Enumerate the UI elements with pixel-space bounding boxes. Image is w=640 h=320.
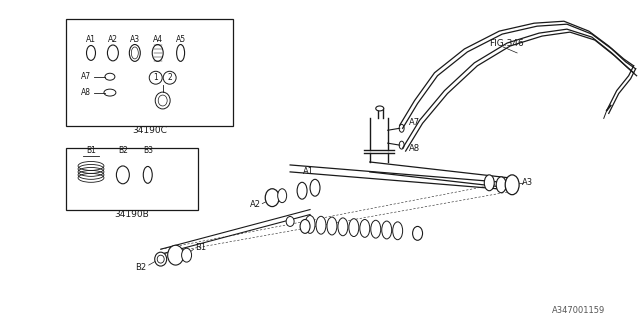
Text: A3: A3 [130, 35, 140, 44]
Ellipse shape [297, 182, 307, 199]
Text: A347001159: A347001159 [552, 306, 605, 315]
Text: A7: A7 [81, 72, 91, 81]
Text: B1: B1 [86, 146, 96, 155]
Ellipse shape [310, 179, 320, 196]
Ellipse shape [360, 220, 370, 237]
Ellipse shape [505, 175, 519, 195]
Ellipse shape [484, 175, 494, 191]
Bar [66, 148, 198, 210]
Ellipse shape [168, 245, 184, 265]
Ellipse shape [305, 215, 315, 233]
Ellipse shape [381, 221, 392, 239]
Bar [66, 19, 234, 126]
Ellipse shape [157, 255, 164, 263]
Text: B2: B2 [118, 146, 128, 155]
Text: 2: 2 [167, 73, 172, 82]
Ellipse shape [182, 248, 191, 262]
Ellipse shape [155, 252, 166, 266]
Ellipse shape [393, 222, 403, 240]
Ellipse shape [316, 216, 326, 234]
Text: A1: A1 [86, 35, 96, 44]
Ellipse shape [349, 219, 359, 236]
Text: FIG.346: FIG.346 [489, 38, 524, 48]
Text: A1: A1 [303, 167, 314, 176]
Ellipse shape [496, 177, 506, 193]
Ellipse shape [286, 217, 294, 227]
Text: B3: B3 [143, 146, 153, 155]
Text: B2: B2 [134, 263, 146, 272]
Ellipse shape [413, 227, 422, 240]
Text: A4: A4 [153, 35, 163, 44]
Ellipse shape [265, 189, 279, 207]
Text: 1: 1 [154, 73, 158, 82]
Ellipse shape [376, 106, 384, 111]
Text: A7: A7 [409, 118, 420, 127]
Text: 34190B: 34190B [115, 210, 149, 219]
Text: A8: A8 [81, 88, 91, 97]
Ellipse shape [338, 218, 348, 236]
Text: 34190C: 34190C [132, 126, 167, 135]
Ellipse shape [371, 220, 381, 238]
Ellipse shape [300, 220, 310, 233]
Text: A3: A3 [522, 178, 532, 187]
Text: A5: A5 [175, 35, 186, 44]
Ellipse shape [278, 189, 287, 203]
Ellipse shape [327, 217, 337, 235]
Text: A2: A2 [250, 200, 260, 209]
Text: A2: A2 [108, 35, 118, 44]
Text: A8: A8 [409, 144, 420, 153]
Text: B1: B1 [196, 243, 207, 252]
